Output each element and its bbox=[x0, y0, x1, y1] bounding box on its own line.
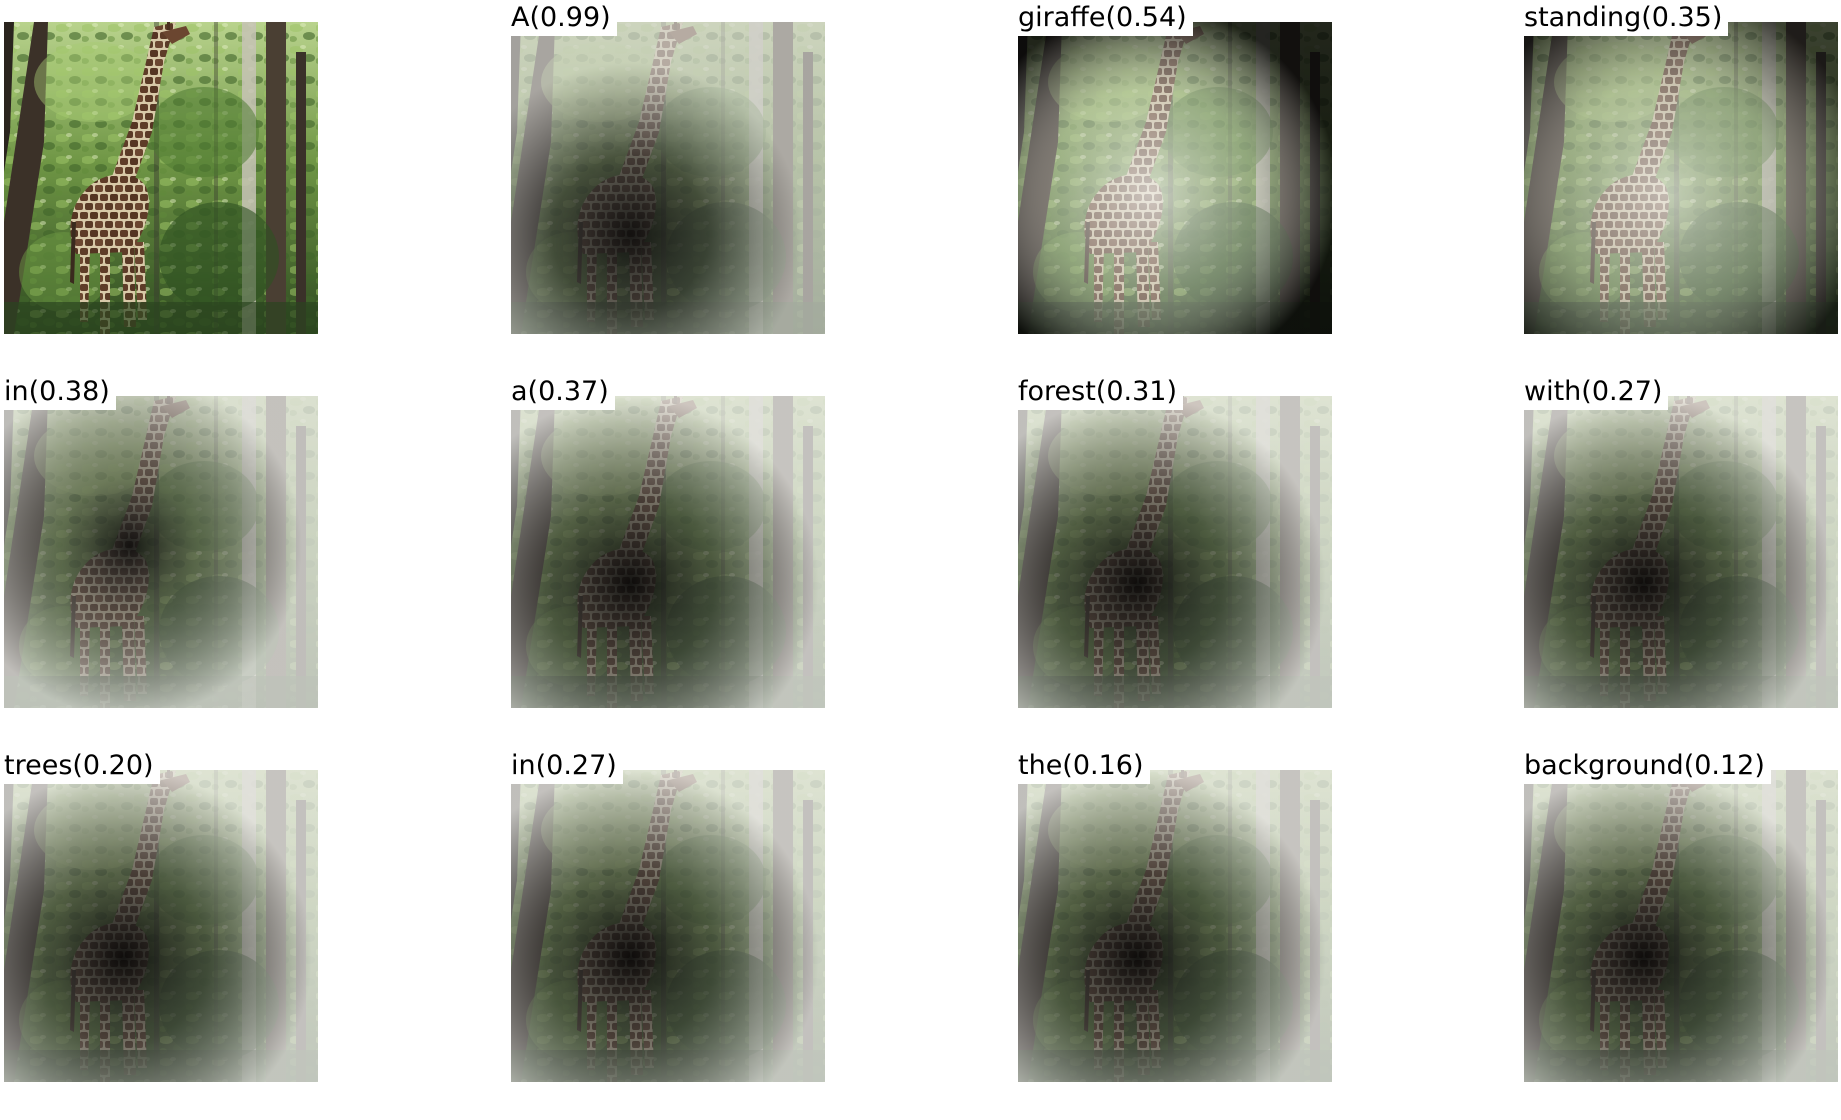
attention-panel: the(0.16) bbox=[1018, 748, 1332, 1120]
word-caption: in(0.38) bbox=[4, 374, 116, 410]
attention-panel: a(0.37) bbox=[511, 374, 825, 746]
attention-panel: A(0.99) bbox=[511, 0, 825, 372]
attention-figure: A(0.99) giraffe(0.54) standing(0.35) bbox=[4, 0, 1838, 1082]
attention-panel: with(0.27) bbox=[1524, 374, 1838, 746]
attention-panel: trees(0.20) bbox=[4, 748, 318, 1120]
giraffe-forest-photo bbox=[4, 22, 318, 334]
attention-map-image bbox=[1524, 770, 1838, 1082]
attention-map-image bbox=[4, 396, 318, 708]
attention-panel: standing(0.35) bbox=[1524, 0, 1838, 372]
attention-map-image bbox=[1018, 22, 1332, 334]
word-caption: a(0.37) bbox=[511, 374, 615, 410]
attention-map-image bbox=[1524, 22, 1838, 334]
word-caption: in(0.27) bbox=[511, 748, 623, 784]
attention-panel: in(0.38) bbox=[4, 374, 318, 746]
word-caption: with(0.27) bbox=[1524, 374, 1669, 410]
attention-map-image bbox=[1018, 770, 1332, 1082]
word-caption: standing(0.35) bbox=[1524, 0, 1729, 36]
attention-map-image bbox=[4, 770, 318, 1082]
word-caption: forest(0.31) bbox=[1018, 374, 1183, 410]
attention-map-image bbox=[511, 22, 825, 334]
attention-map-image bbox=[1018, 396, 1332, 708]
source-image-panel bbox=[4, 0, 318, 372]
word-caption: background(0.12) bbox=[1524, 748, 1771, 784]
word-caption: trees(0.20) bbox=[4, 748, 160, 784]
word-caption: the(0.16) bbox=[1018, 748, 1150, 784]
word-caption: giraffe(0.54) bbox=[1018, 0, 1193, 36]
attention-map-image bbox=[1524, 396, 1838, 708]
attention-map-image bbox=[511, 770, 825, 1082]
attention-map-image bbox=[511, 396, 825, 708]
attention-panel: giraffe(0.54) bbox=[1018, 0, 1332, 372]
attention-panel: background(0.12) bbox=[1524, 748, 1838, 1120]
attention-panel: forest(0.31) bbox=[1018, 374, 1332, 746]
word-caption: A(0.99) bbox=[511, 0, 617, 36]
attention-panel: in(0.27) bbox=[511, 748, 825, 1120]
